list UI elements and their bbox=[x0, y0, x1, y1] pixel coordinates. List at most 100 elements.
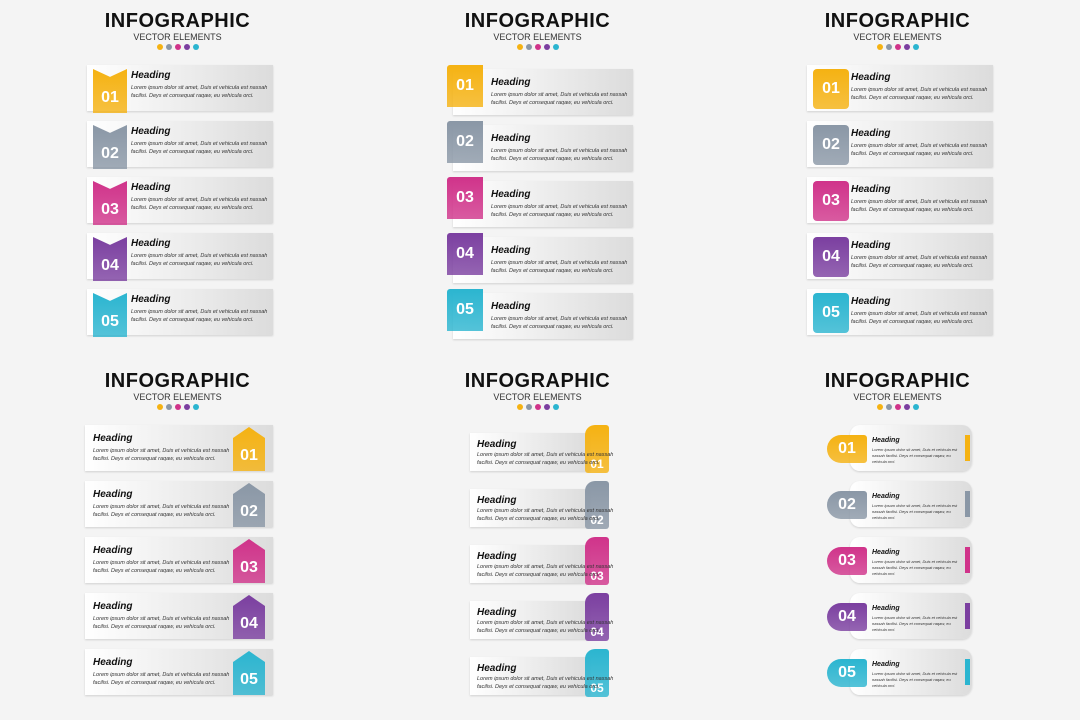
panel-title: INFOGRAPHIC bbox=[824, 10, 971, 32]
item-heading: Heading bbox=[872, 437, 900, 444]
color-dot bbox=[552, 44, 559, 50]
list-item: 02 Heading Lorem ipsum dolor sit amet, Dui… bbox=[85, 121, 275, 169]
list-item: 01 Heading Lorem ipsum dolor sit amet, Dui… bbox=[805, 65, 995, 111]
item-heading: Heading bbox=[491, 301, 531, 312]
item-heading: Heading bbox=[131, 70, 171, 81]
item-card bbox=[850, 593, 972, 639]
color-dots bbox=[85, 44, 270, 50]
number-badge: 05 bbox=[93, 293, 127, 337]
item-heading: Heading bbox=[851, 296, 891, 307]
accent-bar bbox=[965, 491, 970, 517]
color-dots bbox=[445, 404, 630, 410]
item-text: Lorem ipsum dolor sit amet, Duis et vehi… bbox=[93, 560, 230, 574]
list-item: 05 Heading Lorem ipsum dolor sit amet, Dui… bbox=[85, 289, 275, 337]
item-text: Lorem ipsum dolor sit amet, Duis et vehi… bbox=[93, 672, 230, 686]
item-heading: Heading bbox=[131, 294, 171, 305]
item-text: Lorem ipsum dolor sit amet, Duis et vehi… bbox=[872, 503, 958, 520]
list-item: 03 Heading Lorem ipsum dolor sit amet, Dui… bbox=[85, 177, 275, 225]
item-text: Lorem ipsum dolor sit amet, Duis et vehi… bbox=[491, 204, 628, 218]
item-heading: Heading bbox=[872, 549, 900, 556]
panel-subtitle: VECTOR ELEMENTS bbox=[133, 392, 222, 402]
item-card bbox=[453, 293, 633, 339]
infographic-panel: INFOGRAPHIC VECTOR ELEMENTS 01 Heading Lorem… bbox=[445, 0, 645, 350]
list-item: 05 Heading Lorem ipsum dolor sit amet, Dui… bbox=[85, 649, 275, 695]
list-item: 01 Heading Lorem ipsum dolor sit amet, Dui… bbox=[805, 425, 995, 471]
item-heading: Heading bbox=[93, 545, 133, 556]
item-heading: Heading bbox=[851, 72, 891, 83]
color-dot bbox=[912, 404, 919, 410]
panel-subtitle: VECTOR ELEMENTS bbox=[493, 32, 582, 42]
color-dot bbox=[174, 404, 181, 410]
item-text: Lorem ipsum dolor sit amet, Duis et vehi… bbox=[851, 199, 988, 213]
item-text: Lorem ipsum dolor sit amet, Duis et vehi… bbox=[93, 504, 230, 518]
color-dot bbox=[174, 44, 181, 50]
color-dot bbox=[876, 44, 883, 50]
item-heading: Heading bbox=[131, 238, 171, 249]
panel-subtitle: VECTOR ELEMENTS bbox=[853, 32, 942, 42]
item-card bbox=[470, 601, 590, 639]
item-card bbox=[850, 649, 972, 695]
color-dots bbox=[85, 404, 270, 410]
item-card bbox=[470, 545, 590, 583]
color-dot bbox=[516, 44, 523, 50]
color-dot bbox=[183, 404, 190, 410]
number-badge: 01 bbox=[233, 427, 265, 471]
item-heading: Heading bbox=[851, 184, 891, 195]
number-badge: 05 bbox=[813, 293, 849, 333]
color-dot bbox=[885, 44, 892, 50]
item-text: Lorem ipsum dolor sit amet, Duis et vehi… bbox=[872, 615, 958, 632]
item-text: Lorem ipsum dolor sit amet, Duis et vehi… bbox=[872, 671, 958, 688]
color-dot bbox=[903, 404, 910, 410]
number-badge: 01 bbox=[585, 425, 609, 473]
panel-subtitle: VECTOR ELEMENTS bbox=[853, 392, 942, 402]
list-item: 04 Heading Lorem ipsum dolor sit amet, Dui… bbox=[445, 233, 635, 283]
item-text: Lorem ipsum dolor sit amet, Duis et vehi… bbox=[477, 452, 614, 466]
panel-title: INFOGRAPHIC bbox=[104, 370, 251, 392]
item-text: Lorem ipsum dolor sit amet, Duis et vehi… bbox=[491, 92, 628, 106]
color-dot bbox=[183, 44, 190, 50]
color-dot bbox=[903, 44, 910, 50]
color-dot bbox=[156, 404, 163, 410]
number-badge: 04 bbox=[827, 603, 867, 631]
item-heading: Heading bbox=[491, 133, 531, 144]
list-item: 01 Heading Lorem ipsum dolor sit amet, Dui… bbox=[85, 65, 275, 113]
item-heading: Heading bbox=[93, 657, 133, 668]
number-badge: 02 bbox=[813, 125, 849, 165]
item-text: Lorem ipsum dolor sit amet, Duis et vehi… bbox=[851, 311, 988, 325]
list-item: 03 Heading Lorem ipsum dolor sit amet, Dui… bbox=[805, 177, 995, 223]
item-heading: Heading bbox=[491, 245, 531, 256]
list-item: 01 Heading Lorem ipsum dolor sit amet, Dui… bbox=[445, 425, 635, 473]
color-dot bbox=[516, 404, 523, 410]
accent-bar bbox=[965, 603, 970, 629]
color-dot bbox=[552, 404, 559, 410]
color-dot bbox=[165, 404, 172, 410]
item-text: Lorem ipsum dolor sit amet, Duis et vehi… bbox=[477, 564, 614, 578]
panel-title: INFOGRAPHIC bbox=[464, 10, 611, 32]
item-card bbox=[470, 489, 590, 527]
list-item: 02 Heading Lorem ipsum dolor sit amet, Dui… bbox=[445, 121, 635, 171]
number-badge: 02 bbox=[585, 481, 609, 529]
item-text: Lorem ipsum dolor sit amet, Duis et vehi… bbox=[491, 260, 628, 274]
panel-title: INFOGRAPHIC bbox=[104, 10, 251, 32]
item-text: Lorem ipsum dolor sit amet, Duis et vehi… bbox=[93, 616, 230, 630]
color-dot bbox=[534, 44, 541, 50]
item-text: Lorem ipsum dolor sit amet, Duis et vehi… bbox=[477, 508, 614, 522]
list-item: 02 Heading Lorem ipsum dolor sit amet, Dui… bbox=[445, 481, 635, 529]
list-item: 03 Heading Lorem ipsum dolor sit amet, Dui… bbox=[805, 537, 995, 583]
item-heading: Heading bbox=[872, 661, 900, 668]
item-card bbox=[453, 125, 633, 171]
color-dots bbox=[805, 44, 990, 50]
accent-bar bbox=[965, 659, 970, 685]
item-text: Lorem ipsum dolor sit amet, Duis et vehi… bbox=[477, 676, 614, 690]
number-badge: 01 bbox=[827, 435, 867, 463]
item-text: Lorem ipsum dolor sit amet, Duis et vehi… bbox=[131, 309, 268, 323]
number-badge: 02 bbox=[827, 491, 867, 519]
item-heading: Heading bbox=[851, 240, 891, 251]
list-item: 02 Heading Lorem ipsum dolor sit amet, Dui… bbox=[805, 121, 995, 167]
item-heading: Heading bbox=[93, 433, 133, 444]
item-heading: Heading bbox=[872, 605, 900, 612]
accent-bar bbox=[965, 547, 970, 573]
color-dot bbox=[912, 44, 919, 50]
item-heading: Heading bbox=[477, 439, 517, 450]
item-text: Lorem ipsum dolor sit amet, Duis et vehi… bbox=[851, 87, 988, 101]
